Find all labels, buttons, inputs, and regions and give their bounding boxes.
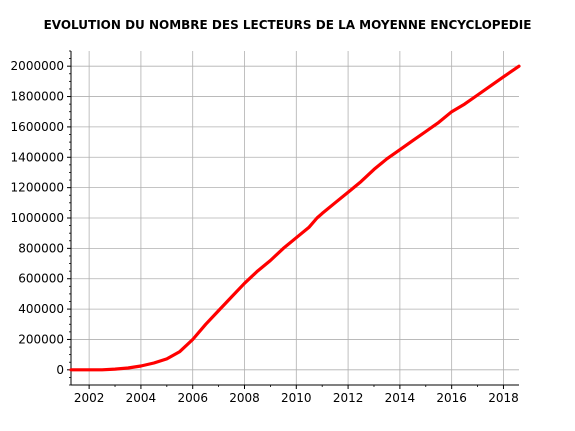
x-tick-label: 2008	[229, 391, 260, 405]
x-tick-labels: 2002 2004 2006 2008 2010 2012 2014 2016 2018	[74, 391, 519, 405]
y-tick-labels: 0 200000 400000 600000 800000 1000000 1200000 1…	[11, 59, 64, 377]
x-tick-label: 2018	[488, 391, 519, 405]
y-tick-label: 1800000	[11, 90, 64, 104]
y-tick-label: 2000000	[11, 59, 64, 73]
y-tick-label: 1200000	[11, 181, 64, 195]
y-tick-label: 1400000	[11, 150, 64, 164]
y-tick-label: 800000	[18, 241, 64, 255]
y-tick-label: 1000000	[11, 211, 64, 225]
grid-lines	[71, 51, 519, 385]
x-tick-label: 2004	[126, 391, 157, 405]
y-tick-label: 200000	[18, 332, 64, 346]
x-tick-label: 2010	[281, 391, 312, 405]
chart-title: EVOLUTION DU NOMBRE DES LECTEURS DE LA M…	[43, 18, 532, 32]
tick-marks	[67, 50, 504, 389]
series-line-0	[69, 64, 521, 372]
y-tick-label: 1600000	[11, 120, 64, 134]
y-tick-label: 0	[56, 363, 64, 377]
x-tick-label: 2012	[333, 391, 364, 405]
y-tick-label: 600000	[18, 272, 64, 286]
y-tick-label: 400000	[18, 302, 64, 316]
x-tick-label: 2006	[177, 391, 208, 405]
x-tick-label: 2014	[385, 391, 416, 405]
series-group	[69, 64, 521, 372]
x-tick-label: 2016	[436, 391, 467, 405]
x-tick-label: 2002	[74, 391, 105, 405]
